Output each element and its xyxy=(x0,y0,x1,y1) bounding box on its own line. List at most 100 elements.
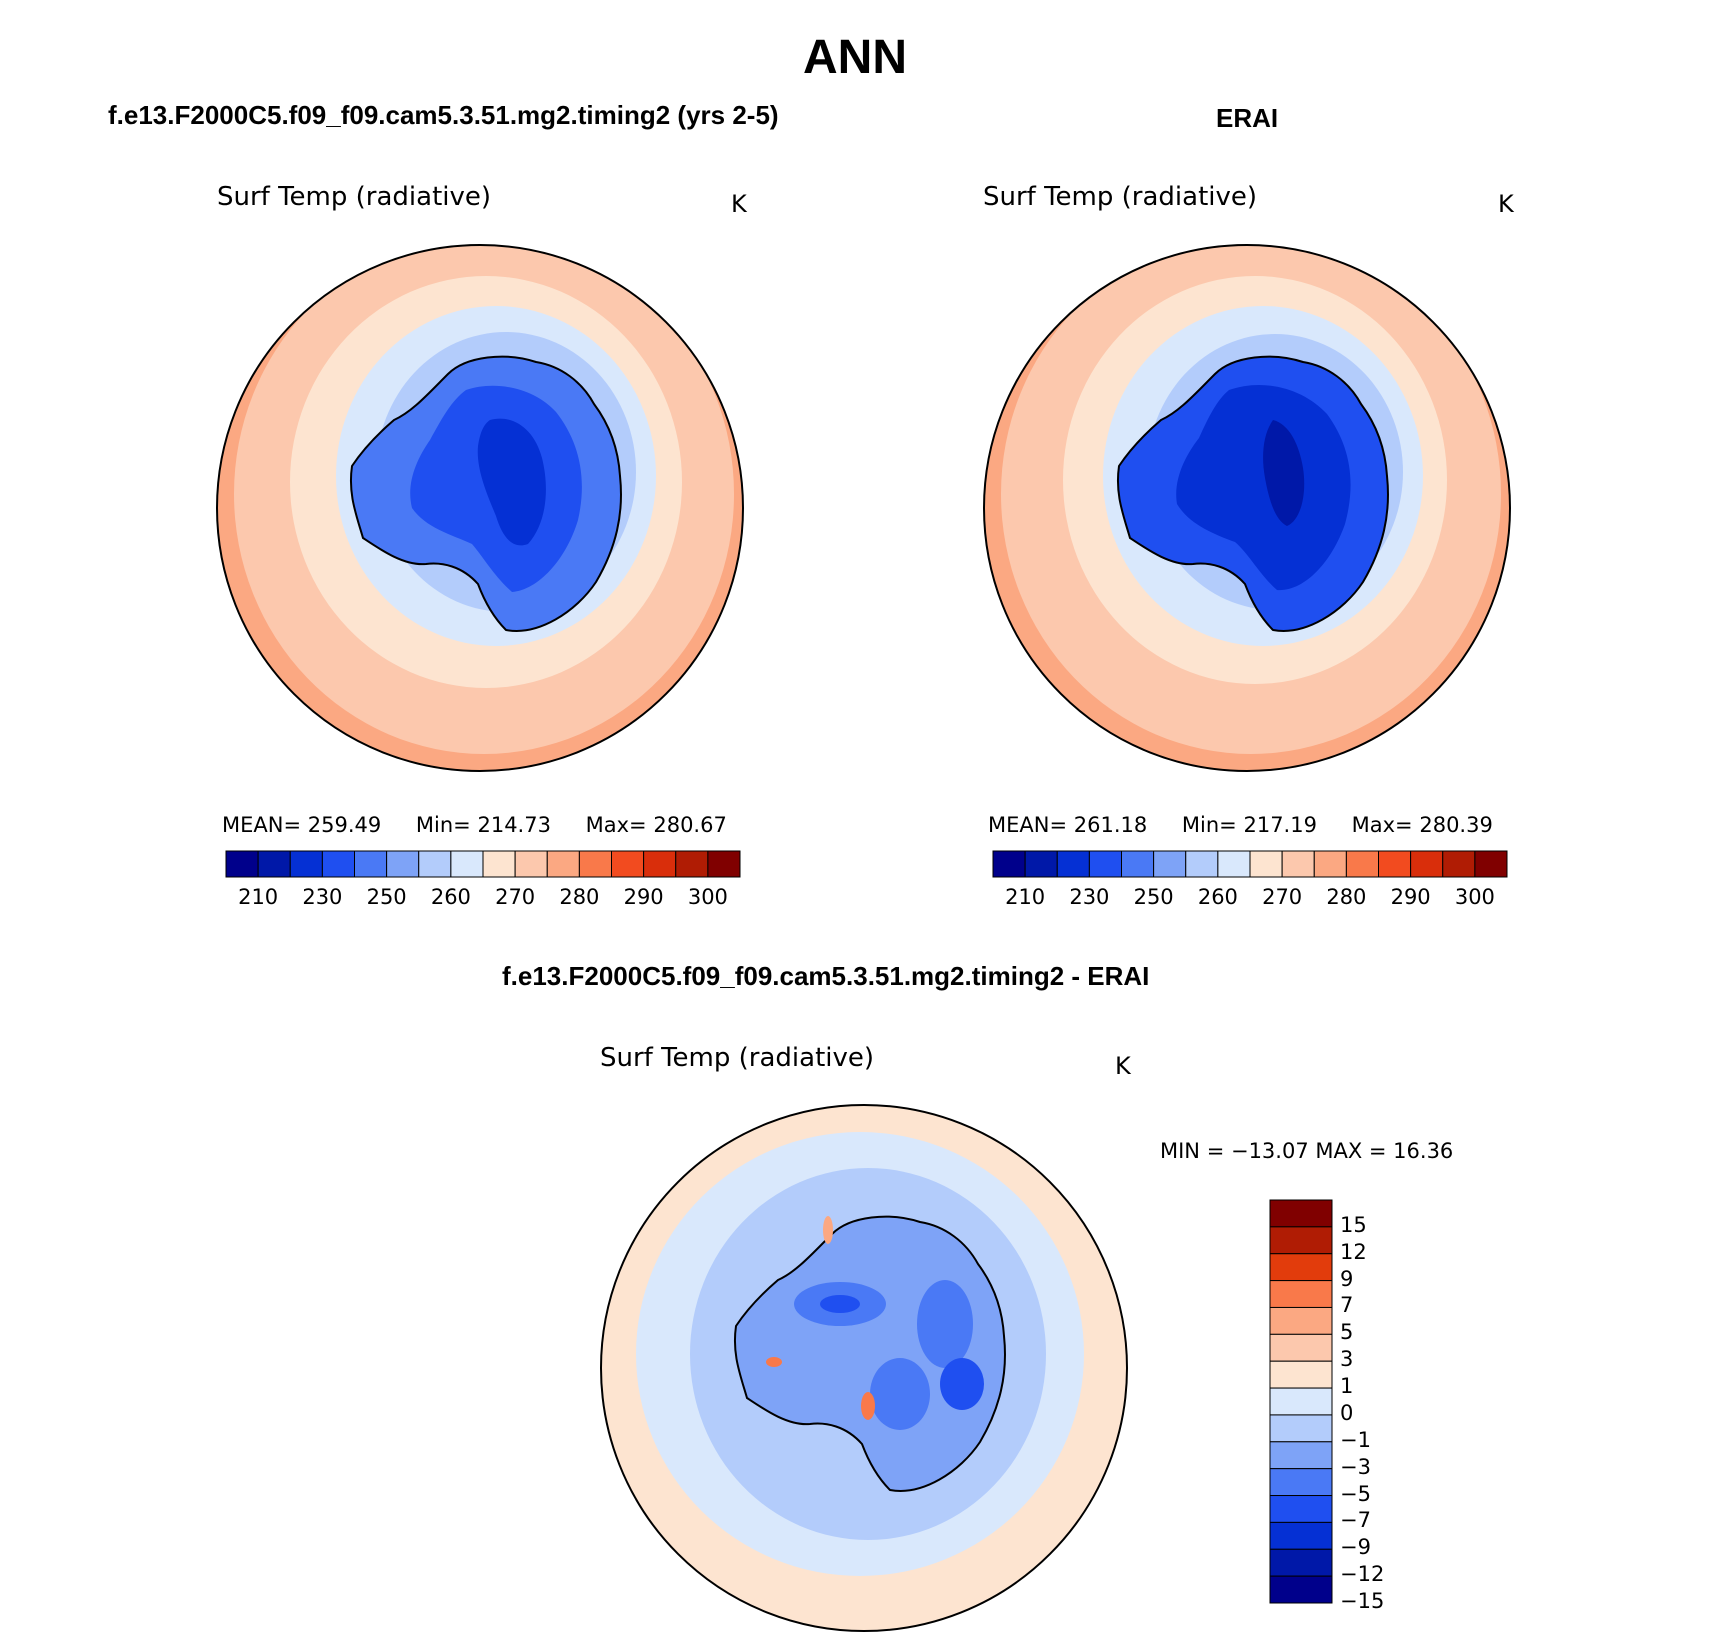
diff-colorbar-tick: 1 xyxy=(1340,1374,1354,1399)
obs-colorbar-tick: 280 xyxy=(1326,885,1367,909)
model-colorbar-swatch xyxy=(707,850,741,878)
model-colorbar-swatch xyxy=(354,850,388,878)
obs-colorbar xyxy=(992,850,1508,878)
model-panel-title: f.e13.F2000C5.f09_f09.cam5.3.51.mg2.timi… xyxy=(108,100,779,130)
obs-mean-label: MEAN= xyxy=(988,813,1068,837)
diff-colorbar-tick: −15 xyxy=(1340,1589,1385,1613)
anomaly-cold-2 xyxy=(917,1280,973,1368)
diff-colorbar-tick: 7 xyxy=(1340,1293,1354,1318)
obs-colorbar-swatch xyxy=(1378,850,1412,878)
diff-colorbar-swatch xyxy=(1269,1280,1333,1308)
obs-variable-label: Surf Temp (radiative) xyxy=(983,182,1258,212)
model-mean-value: 259.49 xyxy=(307,813,382,837)
diff-colorbar-swatch xyxy=(1269,1199,1333,1228)
model-colorbar-swatch xyxy=(546,850,580,878)
model-min-label: Min= xyxy=(415,813,471,837)
model-max-value: 280.67 xyxy=(653,813,727,837)
obs-colorbar-tick: 230 xyxy=(1069,885,1110,909)
obs-colorbar-swatch xyxy=(1185,850,1219,878)
diff-colorbar xyxy=(1269,1199,1333,1604)
model-units-label: K xyxy=(731,190,747,218)
model-colorbar-swatch xyxy=(578,850,612,878)
model-colorbar-swatch xyxy=(321,850,355,878)
obs-colorbar-tick: 300 xyxy=(1454,885,1495,909)
diff-colorbar-tick: 12 xyxy=(1340,1239,1367,1264)
obs-colorbar-swatch xyxy=(992,850,1026,878)
obs-mean-value: 261.18 xyxy=(1073,813,1148,837)
model-colorbar-tick: 260 xyxy=(430,885,471,909)
model-variable-label: Surf Temp (radiative) xyxy=(217,182,492,212)
obs-panel-title: ERAI xyxy=(1216,103,1279,133)
obs-colorbar-swatch xyxy=(1121,850,1155,878)
diff-colorbar-tick: −12 xyxy=(1340,1562,1385,1587)
diff-colorbar-swatch xyxy=(1269,1441,1333,1470)
obs-colorbar-tick: 270 xyxy=(1262,885,1303,909)
diff-colorbar-swatch xyxy=(1269,1521,1333,1550)
diff-colorbar-swatch xyxy=(1269,1495,1333,1523)
obs-max-value: 280.39 xyxy=(1419,813,1493,837)
obs-colorbar-tick: 250 xyxy=(1133,885,1174,909)
diff-colorbar-tick: 15 xyxy=(1340,1212,1367,1237)
anomaly-warm-1 xyxy=(861,1392,875,1420)
antarctica-core xyxy=(477,418,546,546)
obs-colorbar-swatch xyxy=(1056,850,1090,878)
model-colorbar-tick: 230 xyxy=(302,885,343,909)
model-colorbar-swatch xyxy=(450,850,484,878)
model-colorbar-tick: 290 xyxy=(623,885,664,909)
anomaly-cold-4 xyxy=(940,1358,984,1410)
diff-panel-title: f.e13.F2000C5.f09_f09.cam5.3.51.mg2.timi… xyxy=(502,961,1150,991)
diff-units-label: K xyxy=(1115,1052,1131,1080)
diff-colorbar-swatch xyxy=(1269,1306,1333,1335)
obs-min-label: Min= xyxy=(1181,813,1237,837)
model-colorbar-swatch xyxy=(482,850,516,878)
model-stats: MEAN= 259.49 Min= 214.73 Max= 280.67 xyxy=(222,813,727,837)
diff-colorbar-tick: −3 xyxy=(1340,1454,1371,1479)
model-min-value: 214.73 xyxy=(477,813,551,837)
obs-colorbar-swatch xyxy=(1410,850,1444,878)
model-colorbar-tick: 210 xyxy=(238,885,279,909)
model-colorbar-swatch xyxy=(257,850,291,878)
model-colorbar-swatch xyxy=(643,850,677,878)
obs-colorbar-swatch xyxy=(1249,850,1283,878)
diff-colorbar-tick: 0 xyxy=(1340,1400,1354,1425)
diff-colorbar-tick: −7 xyxy=(1340,1508,1371,1533)
diff-colorbar-swatch xyxy=(1269,1333,1333,1362)
diff-colorbar-swatch xyxy=(1269,1253,1333,1282)
anomaly-warm-2 xyxy=(823,1216,833,1244)
diff-colorbar-tick: −1 xyxy=(1340,1427,1371,1452)
obs-units-label: K xyxy=(1498,190,1514,218)
obs-colorbar-swatch xyxy=(1217,850,1251,878)
diff-colorbar-tick: −5 xyxy=(1340,1481,1371,1506)
obs-colorbar-swatch xyxy=(1474,850,1508,878)
figure-title: ANN xyxy=(803,31,907,84)
diff-colorbar-tick: −9 xyxy=(1340,1535,1371,1560)
diff-colorbar-swatch xyxy=(1269,1414,1333,1443)
model-colorbar-swatch xyxy=(514,850,548,878)
model-colorbar-swatch xyxy=(418,850,452,878)
anomaly-cold-5 xyxy=(820,1295,860,1313)
obs-colorbar-tick: 210 xyxy=(1005,885,1046,909)
diff-map xyxy=(600,1104,1128,1632)
antarctica-interior xyxy=(1176,384,1351,591)
obs-colorbar-swatch xyxy=(1442,850,1476,878)
diff-variable-label: Surf Temp (radiative) xyxy=(600,1043,875,1073)
diff-colorbar-swatch xyxy=(1269,1548,1333,1577)
diff-colorbar-swatch xyxy=(1269,1360,1333,1389)
obs-colorbar-swatch xyxy=(1088,850,1122,878)
obs-colorbar-swatch xyxy=(1024,850,1058,878)
obs-colorbar-swatch xyxy=(1153,850,1187,878)
diff-colorbar-tick: 3 xyxy=(1340,1347,1354,1372)
model-colorbar xyxy=(225,850,741,878)
diff-colorbar-tick: 9 xyxy=(1340,1266,1354,1291)
obs-colorbar-swatch xyxy=(1313,850,1347,878)
obs-colorbar-tick: 290 xyxy=(1390,885,1431,909)
model-colorbar-swatch xyxy=(675,850,709,878)
obs-min-value: 217.19 xyxy=(1243,813,1317,837)
obs-map xyxy=(983,244,1511,772)
diff-colorbar-swatch xyxy=(1269,1575,1333,1604)
model-colorbar-tick: 270 xyxy=(495,885,536,909)
diff-colorbar-swatch xyxy=(1269,1387,1333,1416)
antarctica-core xyxy=(1263,420,1305,526)
obs-colorbar-swatch xyxy=(1345,850,1379,878)
model-max-label: Max= xyxy=(585,813,647,837)
